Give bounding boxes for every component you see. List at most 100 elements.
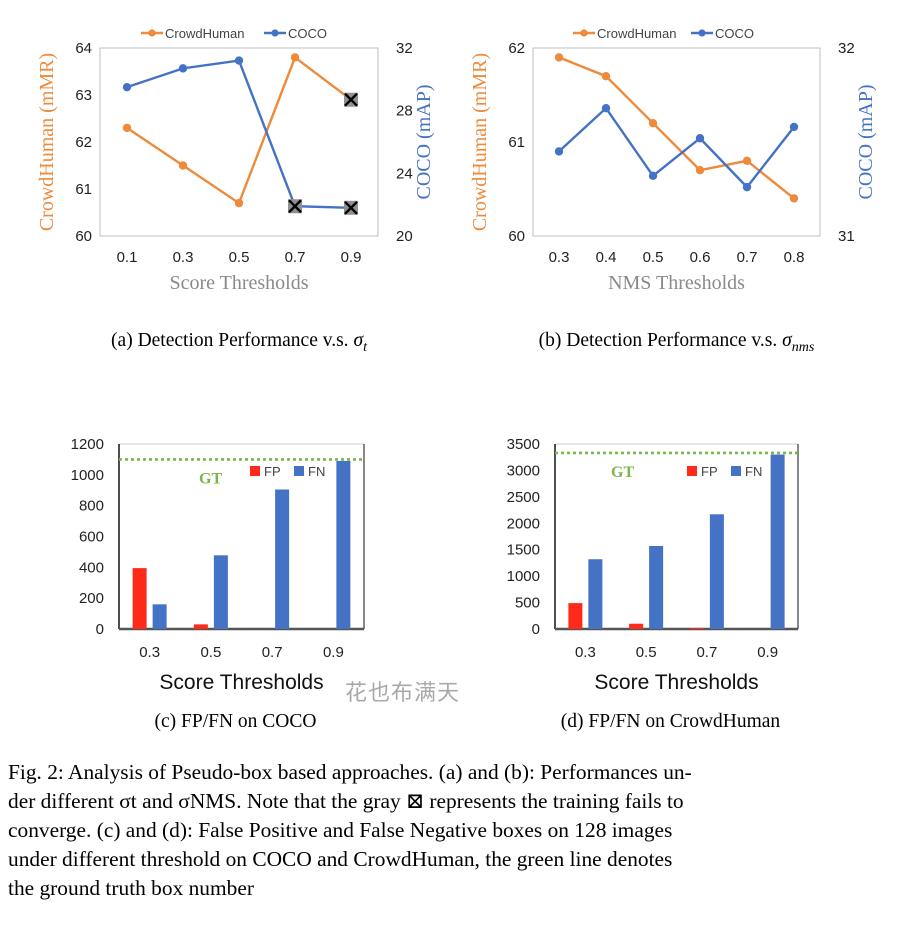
y-tick: 3000 [507,462,540,479]
y-tick-right: 20 [396,228,413,245]
x-tick: 0.9 [341,249,362,266]
data-point [648,119,658,128]
data-point [234,198,244,208]
y-tick: 1200 [71,436,104,453]
caption-line: the ground truth box number [8,876,254,900]
caption-line: under different threshold on COCO and Cr… [8,847,673,871]
x-tick: 0.3 [575,644,596,661]
x-tick: 0.3 [549,249,570,266]
subfigure-caption: (d) FP/FN on CrowdHuman [561,711,781,732]
y-tick: 1500 [507,542,540,559]
caption-symbol: σ [353,330,364,351]
caption-symbol: σ [782,330,793,351]
x-tick: 0.5 [636,644,657,661]
data-point [695,134,705,143]
subfigure-caption: (a) Detection Performance v.s. σt [111,330,368,355]
y-tick: 800 [79,498,104,515]
y-tick: 500 [515,595,540,612]
data-point [234,56,244,65]
x-axis-label: Score Thresholds [594,671,758,694]
data-point [601,72,611,81]
legend-label: FN [745,464,762,479]
caption-line: Fig. 2: Analysis of Pseudo-box based app… [8,760,692,784]
watermark: 花也布满天 [345,681,461,706]
y-tick-left: 62 [75,134,92,151]
legend-swatch-point [148,29,156,37]
data-point [742,182,752,192]
data-point [601,103,611,113]
subfigure-caption: (c) FP/FN on COCO [155,711,317,732]
x-tick: 0.5 [200,644,221,661]
gt-label: GT [199,470,222,487]
y-tick: 2500 [507,489,540,506]
data-point [554,147,564,156]
failed-cross-icon [288,199,302,214]
y-tick-right: 28 [396,103,413,120]
series-line-crowdhuman [126,55,352,205]
legend-swatch [731,466,741,476]
caption-line: der different σt and σNMS. Note that the… [8,789,684,813]
x-tick: 0.1 [117,249,138,266]
x-axis-label: Score Thresholds [159,671,323,694]
legend-swatch-point [698,29,706,37]
data-point [178,64,188,73]
y-axis-label-left: CrowdHuman (mMR) [469,53,491,231]
y-tick: 1000 [507,568,540,585]
caption-main: (b) Detection Performance v.s. [539,330,782,351]
failed-cross-icon [344,200,358,215]
legend-label: COCO [715,26,754,41]
legend-label: CrowdHuman [597,26,676,41]
data-point [789,194,799,203]
x-tick: 0.3 [173,249,194,266]
y-tick-left: 60 [508,228,525,245]
y-tick: 3500 [507,436,540,453]
data-point [789,122,799,132]
plot-frame [532,47,821,237]
y-tick-right: 31 [838,228,855,245]
legend-swatch [250,466,260,476]
figure-caption: Fig. 2: Analysis of Pseudo-box based app… [8,758,900,903]
y-tick-left: 63 [75,87,92,104]
bar-fp [689,627,704,629]
legend-label: CrowdHuman [165,26,244,41]
y-tick-right: 32 [396,40,413,57]
y-tick-left: 61 [75,181,92,198]
caption-main: (a) Detection Performance v.s. [111,330,353,351]
x-tick: 0.5 [229,249,250,266]
y-tick: 200 [79,590,104,607]
y-tick-left: 61 [508,134,525,151]
caption-subscript: nms [792,340,815,355]
data-point [554,53,564,62]
data-point [648,171,658,181]
bar-fn [649,546,664,629]
caption-line: converge. (c) and (d): False Positive an… [8,818,673,842]
bar-fp [629,623,644,629]
bar-fp [193,624,208,629]
bar-fn [152,604,167,629]
y-tick-left: 60 [75,228,92,245]
series-line-crowdhuman [558,56,795,200]
legend-swatch [687,466,697,476]
y-tick: 600 [79,529,104,546]
series-line-coco [558,106,795,189]
data-point [178,161,188,170]
bar-fn [709,514,724,629]
subfigure-caption: (b) Detection Performance v.s. σnms [539,330,815,355]
y-tick: 1000 [71,467,104,484]
legend-label: COCO [288,26,327,41]
x-tick: 0.7 [262,644,283,661]
y-tick: 400 [79,559,104,576]
data-point [695,166,705,175]
bar-fp [132,568,147,629]
y-tick-left: 64 [75,40,92,57]
x-tick: 0.9 [757,644,778,661]
caption-subscript: t [363,340,368,355]
bar-fn [213,555,228,629]
x-tick: 0.4 [596,249,617,266]
x-tick: 0.7 [737,249,758,266]
plot-frame [99,47,379,237]
x-axis-label: Score Thresholds [169,272,308,294]
legend-swatch-point [580,29,588,37]
bar-fn [336,460,351,629]
